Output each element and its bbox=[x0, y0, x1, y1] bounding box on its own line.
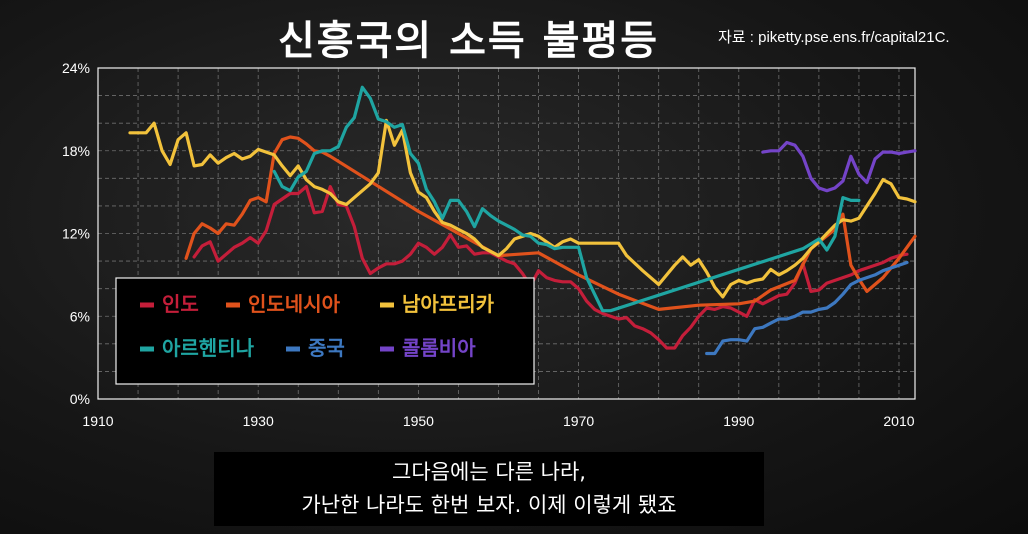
x-tick-label: 1990 bbox=[723, 413, 754, 429]
legend-label: 아르헨티나 bbox=[162, 336, 255, 360]
axes: 0% 6% 12% 18% 24% 1910 1930 1950 1970 1990 2010 bbox=[62, 60, 915, 429]
caption-line-1: 그다음에는 다른 나라, bbox=[392, 460, 586, 484]
y-tick-label: 12% bbox=[62, 226, 90, 242]
y-tick-label: 6% bbox=[70, 308, 90, 324]
y-tick-label: 18% bbox=[62, 143, 90, 159]
caption: 그다음에는 다른 나라, 가난한 나라도 한번 보자. 이제 이렇게 됐죠 bbox=[214, 452, 764, 526]
x-tick-label: 1970 bbox=[563, 413, 594, 429]
legend-box bbox=[115, 277, 535, 385]
series-line-1 bbox=[184, 135, 917, 311]
chart-title: 신흥국의 소득 불평등 bbox=[278, 18, 660, 64]
legend-label: 남아프리카 bbox=[402, 292, 495, 316]
y-tick-label: 0% bbox=[70, 391, 90, 407]
series-lines bbox=[128, 85, 917, 356]
grid bbox=[97, 67, 916, 400]
series-line-5 bbox=[761, 140, 917, 193]
legend-label: 인도네시아 bbox=[248, 292, 341, 316]
x-tick-label: 2010 bbox=[883, 413, 914, 429]
x-tick-label: 1950 bbox=[403, 413, 434, 429]
caption-line-2: 가난한 나라도 한번 보자. 이제 이렇게 됐죠 bbox=[301, 493, 677, 517]
x-tick-label: 1930 bbox=[243, 413, 274, 429]
series-line-0 bbox=[192, 185, 909, 350]
series-line-3 bbox=[272, 85, 861, 313]
legend-label: 중국 bbox=[308, 336, 345, 360]
legend-label: 콜롬비아 bbox=[402, 336, 476, 360]
plot-frame bbox=[97, 67, 916, 400]
source-note: 자료 : piketty.pse.ens.fr/capital21C. bbox=[718, 29, 950, 46]
legend-label: 인도 bbox=[162, 292, 199, 316]
y-tick-label: 24% bbox=[62, 60, 90, 76]
series-line-2 bbox=[128, 118, 917, 299]
series-line-4 bbox=[705, 260, 909, 356]
x-tick-label: 1910 bbox=[82, 413, 113, 429]
